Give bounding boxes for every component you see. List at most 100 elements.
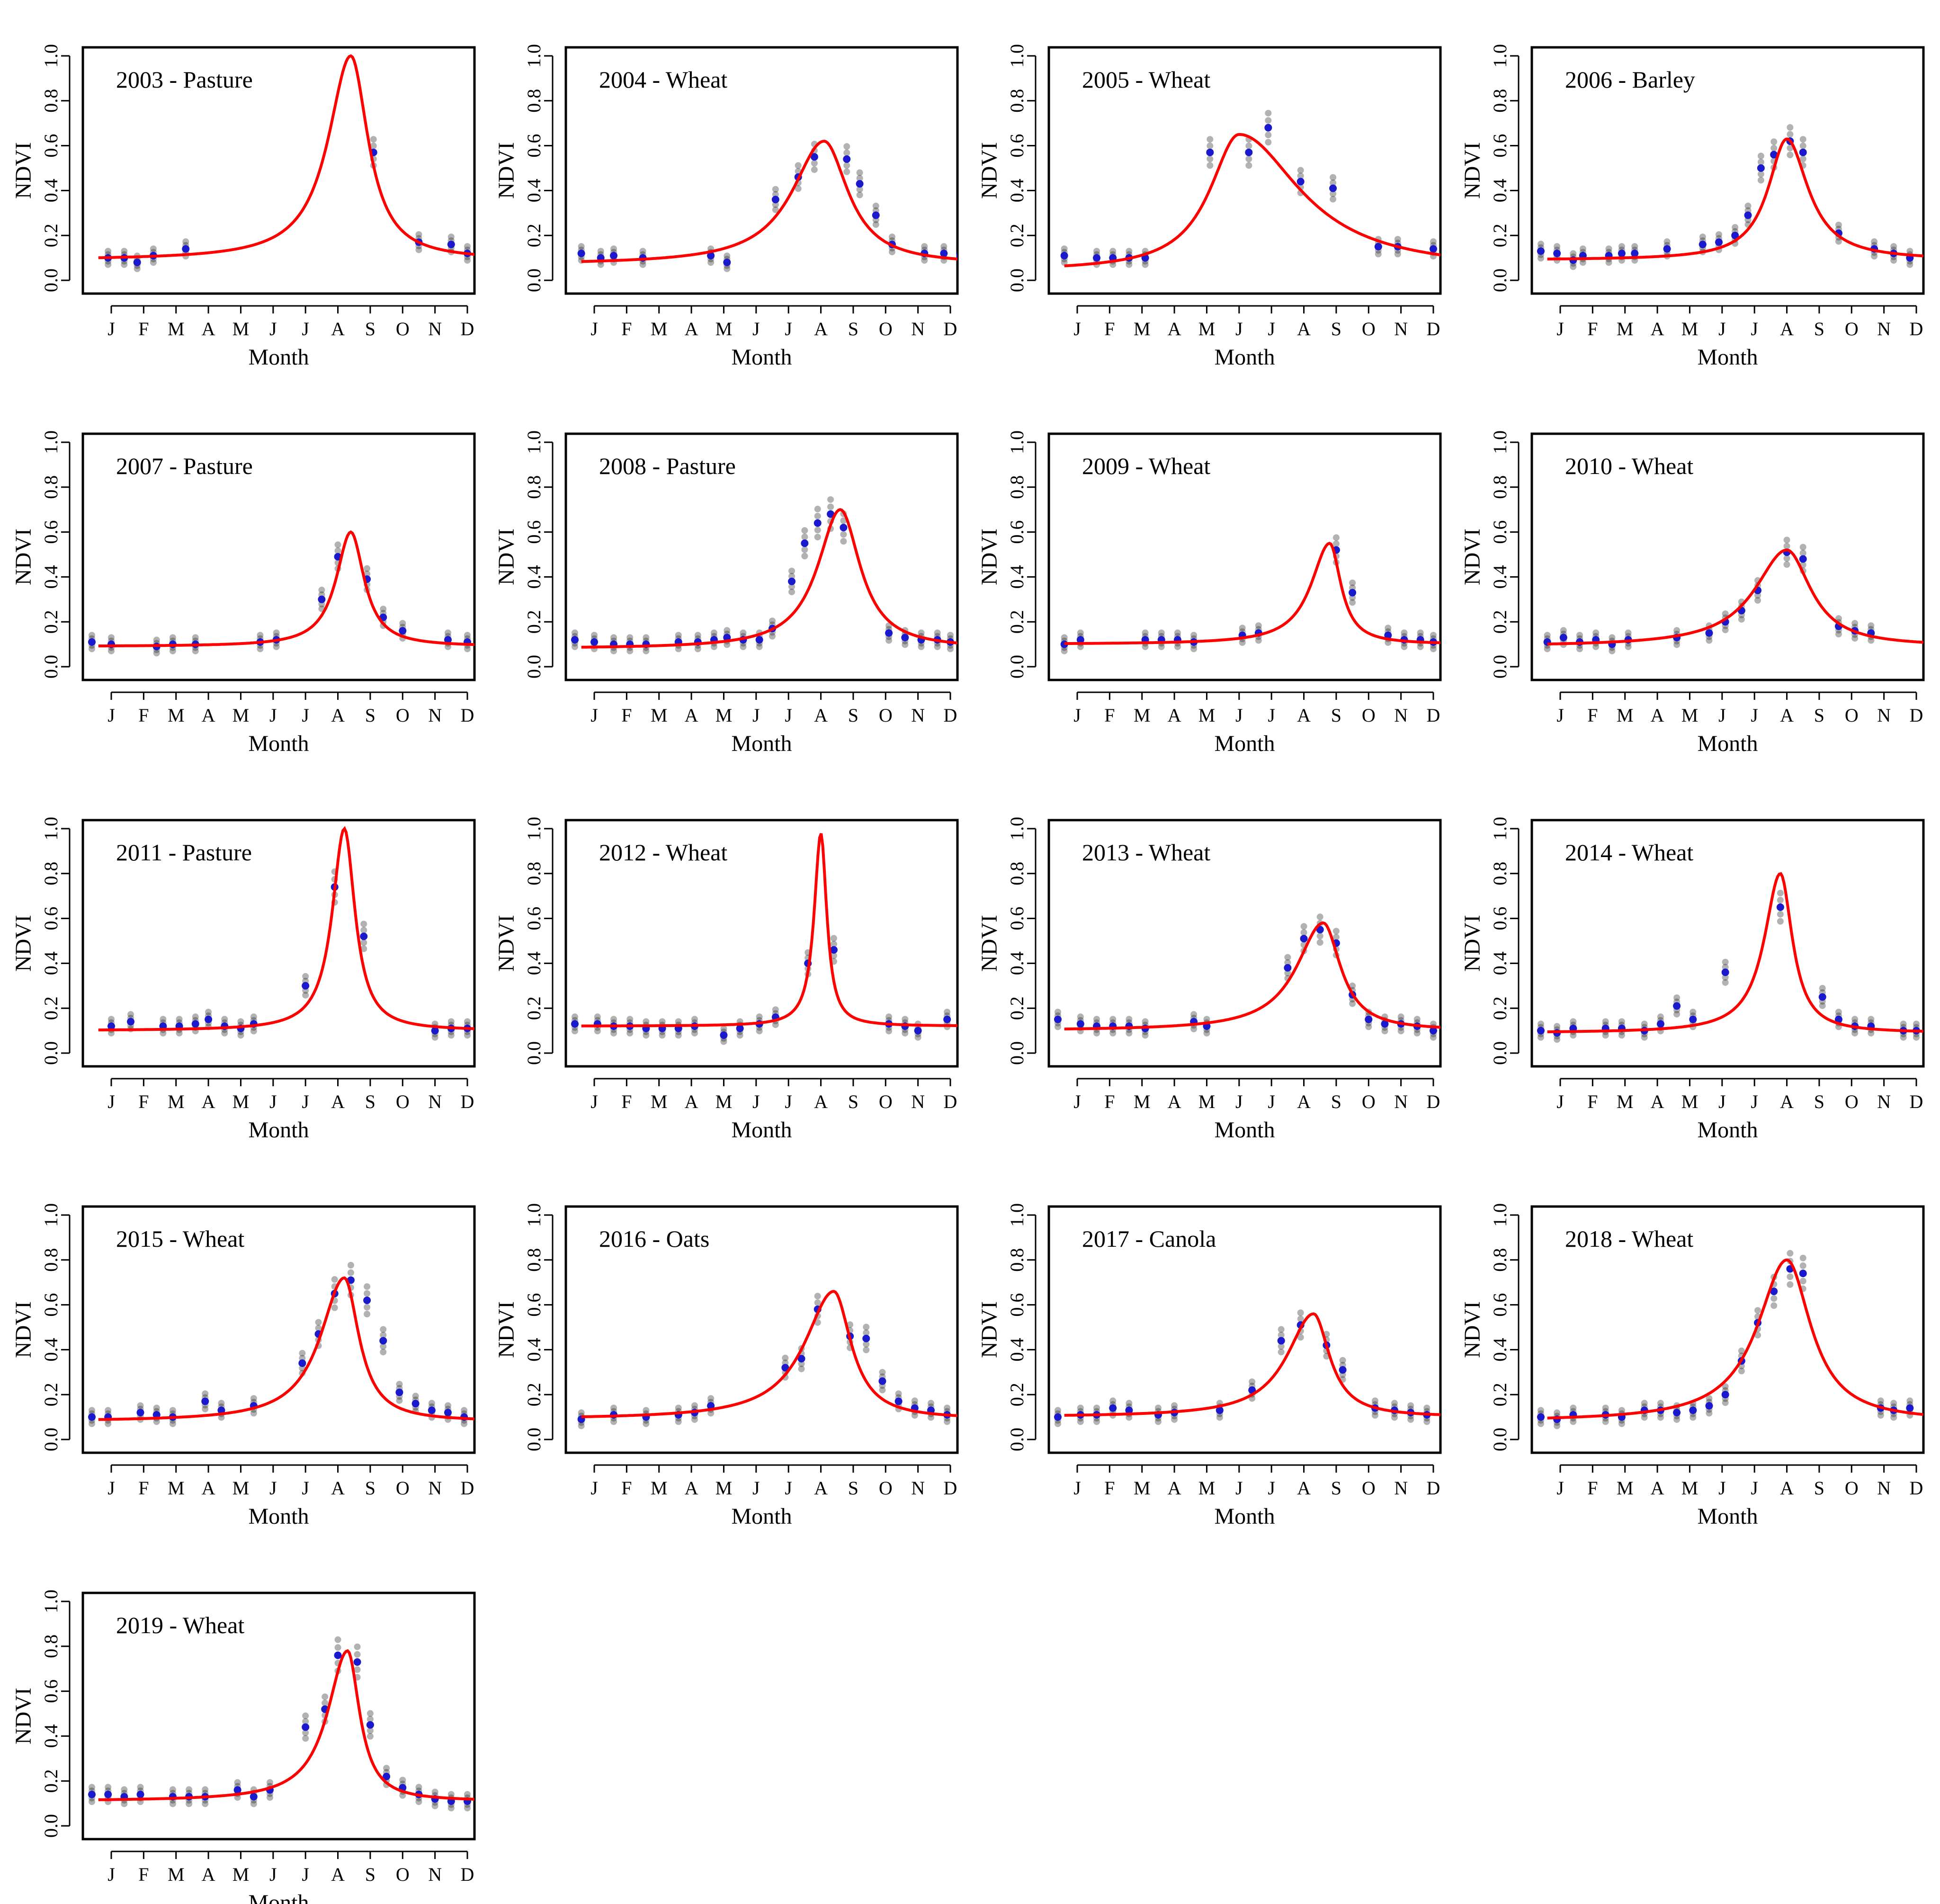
raw-point	[1297, 167, 1304, 174]
raw-point	[1544, 632, 1551, 639]
raw-point	[1605, 245, 1612, 252]
x-tick-label: S	[1331, 1091, 1341, 1112]
raw-point	[477, 1416, 483, 1422]
raw-point	[153, 650, 160, 657]
raw-point	[88, 632, 95, 639]
raw-point	[464, 1805, 471, 1812]
obs-point	[1770, 151, 1778, 159]
x-tick-label: F	[1104, 1091, 1115, 1112]
x-tick-label: J	[1235, 1477, 1243, 1499]
x-tick-label: A	[685, 705, 698, 726]
y-tick-label: 0.6	[40, 134, 62, 158]
x-tick-label: F	[1587, 1477, 1598, 1499]
raw-point	[1142, 629, 1149, 636]
raw-point	[1190, 1025, 1198, 1032]
obs-point	[379, 1337, 387, 1345]
obs-point	[205, 1015, 213, 1023]
x-tick-label: D	[1910, 318, 1923, 340]
obs-point	[1757, 164, 1765, 172]
x-tick-label: J	[785, 1091, 792, 1112]
x-tick-label: J	[302, 318, 309, 340]
raw-point	[121, 1800, 128, 1807]
y-tick-label: 0.6	[1489, 134, 1511, 158]
raw-point	[960, 1410, 966, 1417]
x-tick-label: A	[331, 1091, 345, 1112]
raw-point	[756, 1013, 763, 1020]
x-tick-label: F	[1104, 318, 1115, 340]
y-axis-label: NDVI	[1460, 1301, 1485, 1358]
obs-point	[136, 1790, 144, 1798]
raw-point	[1787, 1250, 1794, 1257]
x-tick-label: D	[1910, 1477, 1923, 1499]
raw-point	[1570, 1032, 1577, 1039]
fit-curve	[98, 826, 474, 1032]
y-tick-label: 0.0	[1006, 1041, 1028, 1065]
fit-curve	[1547, 872, 1923, 1033]
observation-points	[107, 868, 471, 1041]
obs-point	[1721, 968, 1729, 976]
raw-point	[1877, 1412, 1884, 1419]
raw-point	[879, 1386, 886, 1394]
raw-point	[250, 1410, 257, 1417]
obs-point	[781, 1364, 789, 1372]
raw-point	[675, 1032, 682, 1039]
raw-point	[88, 1784, 95, 1791]
y-tick-label: 0.0	[1489, 268, 1511, 292]
raw-point	[1926, 1408, 1932, 1415]
x-axis-label: Month	[731, 345, 792, 370]
raw-point	[843, 162, 850, 169]
raw-point	[1673, 641, 1681, 648]
raw-point	[788, 583, 796, 590]
raw-point	[1657, 1400, 1664, 1407]
y-tick-label: 0.6	[40, 907, 62, 930]
raw-point	[1868, 1016, 1875, 1023]
raw-point	[1890, 1400, 1897, 1407]
y-tick-label: 1.0	[1006, 1203, 1028, 1227]
raw-point	[1284, 954, 1291, 961]
x-tick-label: J	[1718, 1091, 1726, 1112]
y-tick-label: 0.6	[1006, 134, 1028, 158]
y-tick-label: 0.4	[1489, 179, 1511, 202]
x-tick-label: O	[396, 1864, 410, 1885]
observation-points	[1537, 1250, 1932, 1430]
obs-point	[830, 946, 838, 954]
raw-point	[334, 1636, 341, 1643]
raw-point	[788, 572, 796, 580]
y-axis-label: NDVI	[11, 528, 36, 585]
plot-frame	[1530, 1205, 1925, 1454]
observation-points	[577, 1293, 966, 1430]
x-tick-label: N	[428, 1864, 442, 1885]
raw-point	[1174, 643, 1181, 650]
raw-point	[447, 1018, 455, 1025]
raw-point	[1757, 152, 1764, 160]
obs-point	[914, 1027, 922, 1035]
x-tick-label: N	[1877, 1091, 1891, 1112]
y-tick-label: 0.8	[1489, 89, 1511, 113]
y-tick-label: 0.8	[40, 862, 62, 885]
y-tick-label: 0.4	[40, 951, 62, 975]
obs-point	[1365, 1015, 1373, 1023]
raw-point	[1385, 639, 1392, 646]
x-tick-label: M	[1617, 1477, 1634, 1499]
raw-point	[461, 1407, 468, 1414]
y-tick-label: 0.6	[40, 1293, 62, 1317]
raw-point	[1316, 913, 1323, 921]
panel-title: 2010 - Wheat	[1565, 453, 1693, 479]
raw-point	[1641, 1400, 1648, 1407]
raw-point	[1851, 620, 1859, 627]
x-tick-label: A	[1780, 1091, 1794, 1112]
raw-point	[830, 935, 837, 942]
x-axis-label: Month	[248, 345, 309, 370]
obs-point	[901, 634, 909, 642]
y-tick-label: 0.6	[1006, 520, 1028, 544]
raw-point	[412, 1393, 419, 1400]
raw-point	[1926, 263, 1932, 270]
x-tick-label: O	[879, 1091, 893, 1112]
raw-point	[218, 1414, 225, 1421]
obs-point	[363, 1296, 371, 1305]
x-tick-label: F	[1587, 318, 1598, 340]
